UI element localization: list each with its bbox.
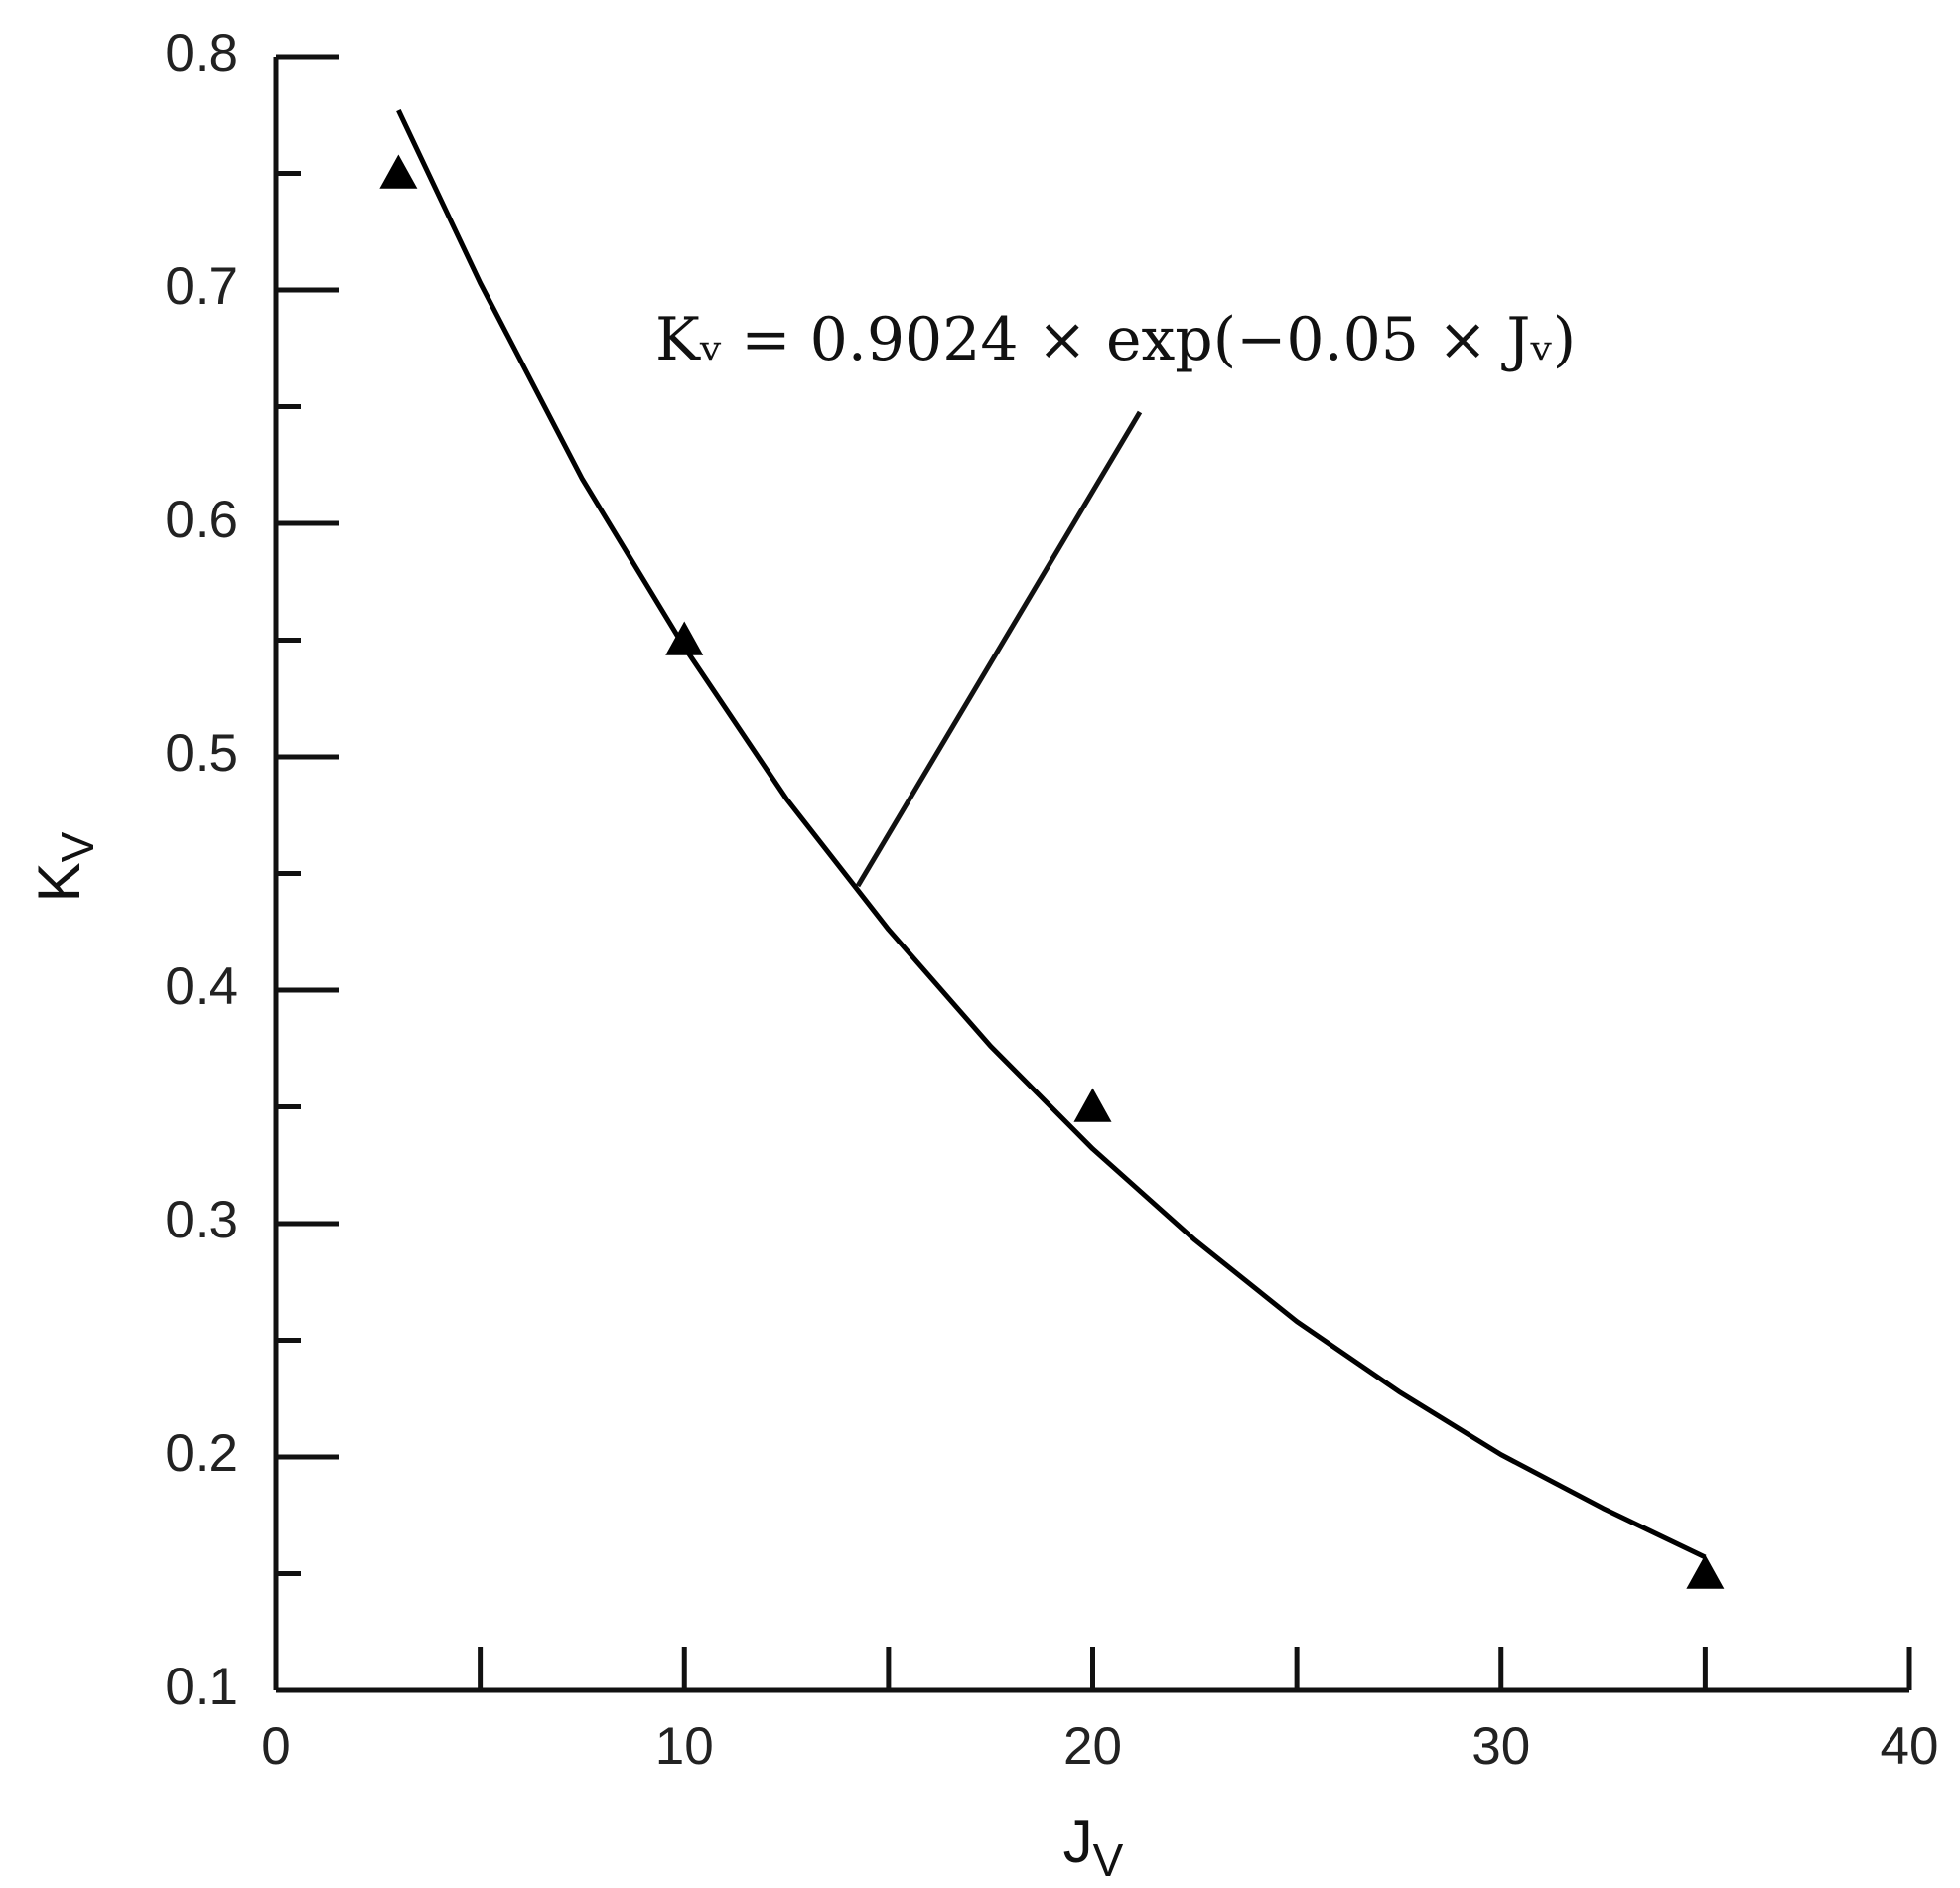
y-tick-label: 0.6 bbox=[165, 491, 238, 549]
y-tick-label: 0.2 bbox=[165, 1424, 238, 1483]
data-point bbox=[1073, 1088, 1112, 1122]
y-tick-label: 0.8 bbox=[165, 24, 238, 82]
y-tick-label: 0.1 bbox=[165, 1658, 238, 1716]
fit-curve bbox=[396, 108, 1707, 1560]
x-tick-label: 10 bbox=[655, 1717, 714, 1776]
y-tick-label: 0.4 bbox=[165, 957, 238, 1016]
y-axis-label: KV bbox=[26, 831, 103, 902]
x-tick-label: 20 bbox=[1063, 1717, 1122, 1776]
x-tick-label: 40 bbox=[1881, 1717, 1939, 1776]
y-tick-label: 0.7 bbox=[165, 257, 238, 316]
annotation-leader bbox=[855, 410, 1143, 888]
y-axis-label-sub: V bbox=[52, 831, 103, 862]
y-tick-label: 0.5 bbox=[165, 724, 238, 783]
data-point bbox=[1686, 1554, 1725, 1589]
y-tick-label: 0.3 bbox=[165, 1191, 238, 1249]
data-point bbox=[379, 154, 418, 189]
annotation: Kᵥ = 0.9024 × exp(−0.05 × Jᵥ) bbox=[655, 305, 1576, 374]
x-axis-label: JV bbox=[1063, 1809, 1124, 1886]
x-tick-label: 30 bbox=[1471, 1717, 1530, 1776]
x-axis-label-main: J bbox=[1063, 1809, 1093, 1875]
y-axis-label-main: K bbox=[26, 862, 92, 902]
x-tick-label: 0 bbox=[261, 1717, 290, 1776]
data-point bbox=[665, 621, 704, 655]
x-axis-label-sub: V bbox=[1093, 1834, 1124, 1886]
